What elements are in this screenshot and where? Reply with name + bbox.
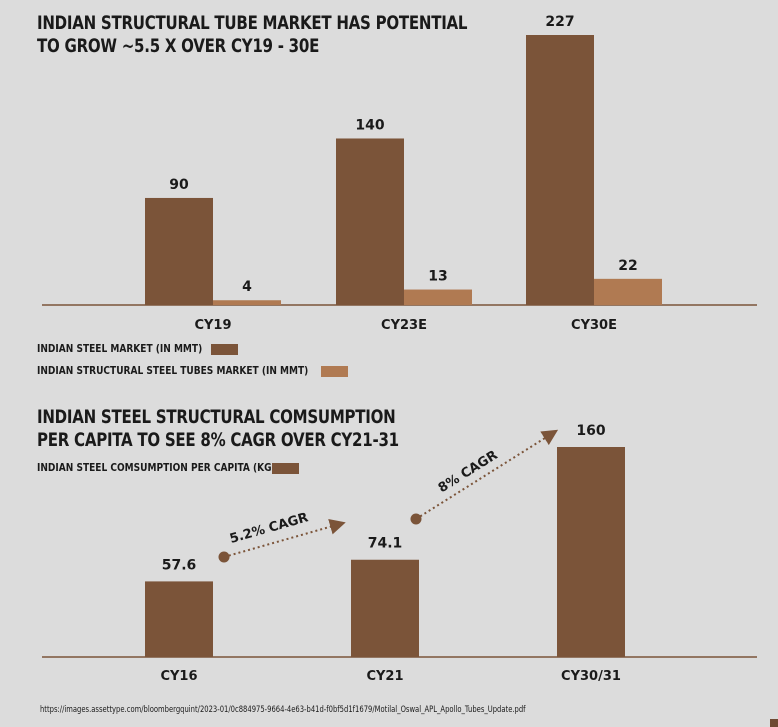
chart2-tick-label: CY16 <box>160 669 197 684</box>
chart1-tick-label: CY23E <box>381 318 427 333</box>
corner-mark <box>770 719 778 727</box>
chart2-title: INDIAN STEEL STRUCTURAL COMSUMPTION PER … <box>37 406 399 452</box>
chart1-bar-tubes-cy23e <box>404 289 472 305</box>
cagr-arrow-1-start-dot <box>218 551 230 563</box>
chart1-data-label: 22 <box>618 258 637 274</box>
cagr-arrow-2 <box>415 429 559 520</box>
chart2-bar-cy21 <box>351 559 419 657</box>
chart1-bar-tubes-cy30e <box>594 278 662 305</box>
chart1-data-label: 140 <box>355 117 384 133</box>
legend-swatch-tubes <box>321 366 348 377</box>
legend-swatch-steel <box>211 344 238 355</box>
chart2-bar-cy16 <box>145 581 213 657</box>
chart2-tick-label: CY21 <box>366 669 403 684</box>
cagr-label-1: 5.2% CAGR <box>228 510 310 547</box>
chart1-title-line1: INDIAN STRUCTURAL TUBE MARKET HAS POTENT… <box>37 12 468 34</box>
cagr-label-2: 8% CAGR <box>436 448 501 496</box>
chart1-legend-tubes: INDIAN STRUCTURAL STEEL TUBES MARKET (IN… <box>37 365 308 377</box>
chart1-bar-steel-cy19 <box>145 197 213 305</box>
chart2-tick-label: CY30/31 <box>561 669 621 684</box>
cagr-arrow-1 <box>223 519 346 558</box>
legend-label-tubes: INDIAN STRUCTURAL STEEL TUBES MARKET (IN… <box>37 365 309 377</box>
chart2-data-label: 57.6 <box>162 557 197 573</box>
chart2-title-line2: PER CAPITA TO SEE 8% CAGR OVER CY21-31 <box>37 429 399 451</box>
source-link[interactable]: https://images.assettype.com/bloombergqu… <box>40 705 526 715</box>
legend-swatch-per-capita <box>272 463 299 474</box>
legend-label-per-capita: INDIAN STEEL COMSUMPTION PER CAPITA (KG) <box>37 462 276 474</box>
chart1-data-label: 13 <box>428 269 447 285</box>
chart1-title: INDIAN STRUCTURAL TUBE MARKET HAS POTENT… <box>37 12 468 58</box>
chart2-data-label: 74.1 <box>368 536 403 552</box>
chart1-title-line2: TO GROW ~5.5 X OVER CY19 - 30E <box>37 35 320 57</box>
chart2-legend: INDIAN STEEL COMSUMPTION PER CAPITA (KG) <box>37 462 276 474</box>
chart1-data-label: 227 <box>545 14 574 30</box>
chart1-bar-steel-cy23e <box>336 138 404 305</box>
legend-label-steel: INDIAN STEEL MARKET (IN MMT) <box>37 343 203 355</box>
chart2-title-line1: INDIAN STEEL STRUCTURAL COMSUMPTION <box>37 406 396 428</box>
chart2-data-label: 160 <box>576 423 605 439</box>
chart2-bar-cy30-31 <box>557 447 625 657</box>
cagr-arrow-2-start-dot <box>410 513 422 525</box>
chart1-bar-steel-cy30e <box>526 35 594 305</box>
chart1-tick-label: CY30E <box>571 318 617 333</box>
chart1-tick-label: CY19 <box>194 318 231 333</box>
chart1-legend-steel: INDIAN STEEL MARKET (IN MMT) <box>37 343 202 355</box>
chart1-data-label: 90 <box>169 177 189 193</box>
chart1-bar-tubes-cy19 <box>213 300 281 305</box>
chart1-data-label: 4 <box>242 279 252 295</box>
